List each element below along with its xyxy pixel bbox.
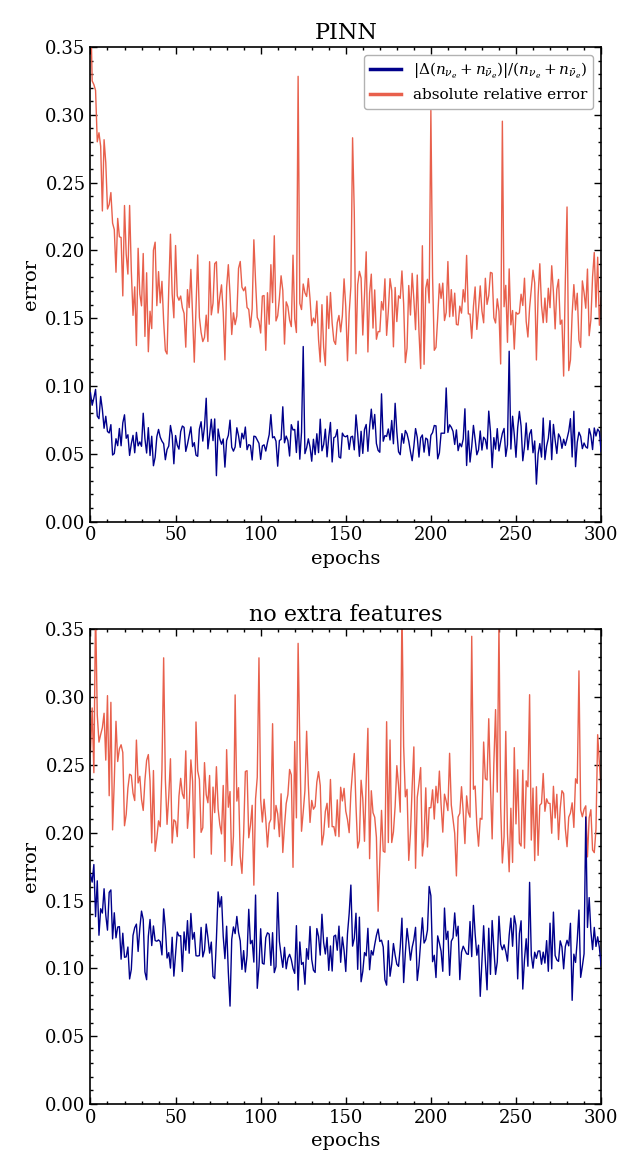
Title: no extra features: no extra features (249, 604, 442, 626)
X-axis label: epochs: epochs (311, 550, 380, 568)
Y-axis label: error: error (22, 841, 40, 892)
X-axis label: epochs: epochs (311, 1132, 380, 1151)
Legend: $|\Delta(n_{\nu_e} + n_{\bar{\nu}_e})|/(n_{\nu_e} + n_{\bar{\nu}_e})$, absolute : $|\Delta(n_{\nu_e} + n_{\bar{\nu}_e})|/(… (364, 55, 593, 109)
Y-axis label: error: error (22, 259, 40, 309)
Title: PINN: PINN (314, 21, 377, 43)
